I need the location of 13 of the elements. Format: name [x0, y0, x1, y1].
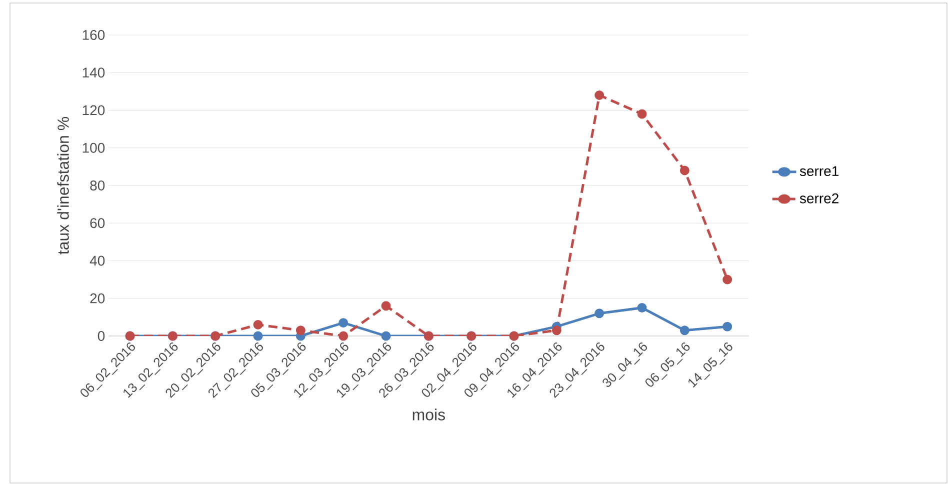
y-tick-label: 20 [90, 293, 105, 304]
y-tick-label: 80 [90, 180, 105, 190]
y-axis-title: taux d'inefstation % [57, 116, 69, 254]
y-tick-label: 0 [98, 331, 105, 341]
legend-label: serre1 [800, 166, 838, 176]
x-axis-title: mois [412, 408, 445, 420]
y-tick-label: 120 [82, 105, 105, 116]
y-tick-label: 140 [82, 68, 105, 78]
y-tick-label: 100 [82, 142, 105, 153]
y-tick-label: 60 [90, 218, 105, 228]
y-tick-label: 160 [82, 30, 105, 40]
legend-label: serre2 [800, 193, 838, 204]
y-tick-label: 40 [90, 256, 105, 266]
